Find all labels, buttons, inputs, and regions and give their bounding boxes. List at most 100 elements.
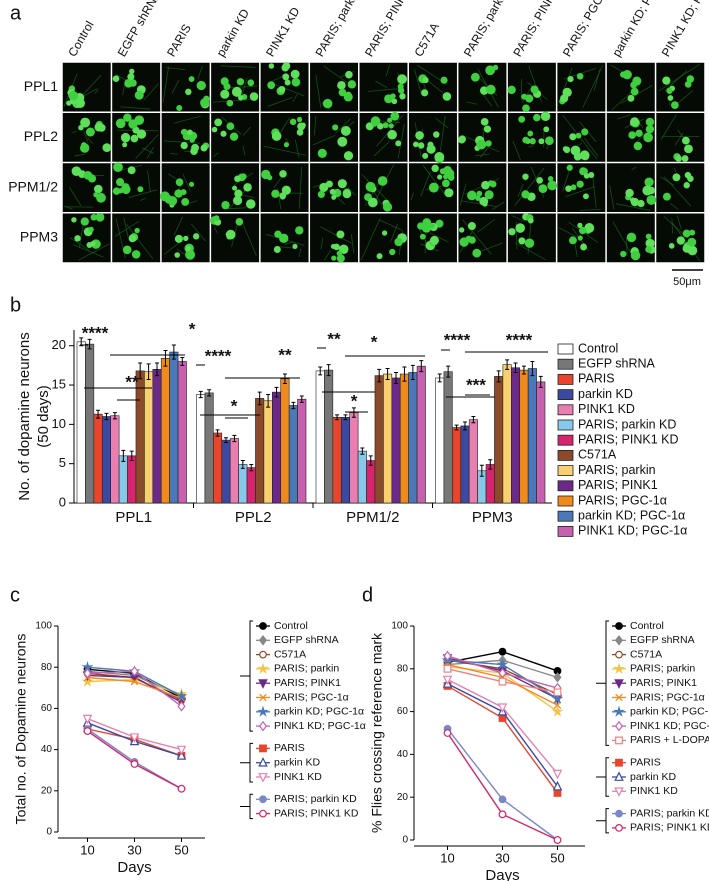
neuron [575, 132, 582, 139]
error-bar [385, 368, 390, 381]
significance: **** [506, 330, 533, 349]
fiber [284, 241, 294, 245]
neuron [347, 80, 357, 89]
bar [460, 425, 470, 504]
marker [496, 658, 509, 670]
error-bar [299, 395, 304, 403]
x-tick-label: 10 [80, 842, 94, 857]
error-bar [462, 421, 467, 431]
neuron [662, 192, 671, 201]
neuron [136, 129, 147, 139]
column-label: EGFP shRNA [115, 0, 164, 59]
neuron [245, 199, 256, 209]
x-tick-label: 50 [550, 850, 564, 865]
neuron [78, 125, 84, 131]
neuron [390, 111, 400, 121]
micrograph [112, 62, 161, 112]
error-bar [215, 429, 220, 437]
neuron [94, 122, 104, 132]
neuron [186, 129, 193, 136]
neuron [279, 170, 287, 178]
neuron [629, 197, 636, 203]
neuron [174, 234, 183, 243]
column-label: PARIS; parkin [461, 0, 510, 59]
bar [110, 415, 120, 504]
neuron [681, 155, 689, 162]
neuron [330, 243, 336, 250]
error-bar [96, 409, 101, 419]
legend-label: parkin KD [630, 771, 677, 783]
fiber [459, 183, 467, 206]
fiber [162, 66, 170, 103]
neuron [439, 168, 446, 175]
neuron [68, 90, 79, 101]
bar [374, 375, 384, 504]
neuron [382, 122, 389, 129]
fiber [74, 153, 85, 157]
fiber [511, 215, 526, 223]
neuron [339, 246, 345, 252]
legend-label: PINK1 KD [274, 771, 322, 783]
neuron [122, 245, 132, 255]
marker [129, 733, 140, 743]
y-tick-label: 20 [397, 792, 409, 803]
legend-label: PARIS [578, 372, 615, 386]
neuron [337, 179, 347, 189]
neuron [71, 217, 77, 223]
y-axis-label: % Flies crossing reference mark [369, 632, 385, 833]
error-bar [104, 412, 109, 421]
bar [246, 467, 256, 504]
legend-label: C571A [630, 648, 662, 660]
fiber [323, 65, 349, 84]
bar [160, 358, 170, 504]
neuron [627, 94, 635, 102]
error-bar [274, 386, 279, 398]
neuron [395, 140, 402, 147]
bar [177, 361, 187, 504]
marker [498, 667, 507, 679]
panel-label: d [362, 584, 373, 606]
panel-label: a [10, 2, 22, 24]
neuron [180, 189, 187, 196]
marker [83, 668, 92, 679]
neuron [377, 176, 388, 186]
bar [238, 464, 248, 504]
legend-label: PARIS; parkin KD [630, 807, 709, 819]
neuron [399, 93, 406, 100]
neuron [583, 173, 590, 179]
bar [502, 364, 512, 504]
neuron [332, 124, 339, 131]
legend-label: PARIS; parkin KD [578, 417, 676, 431]
neuron [336, 254, 345, 263]
error-bar [505, 359, 510, 370]
legend-label: PARIS [630, 756, 661, 768]
neuron [522, 173, 529, 180]
fiber [263, 145, 306, 156]
neuron [232, 185, 238, 191]
bar [416, 365, 426, 504]
legend-swatch [557, 434, 574, 446]
marker [614, 771, 624, 781]
neuron [226, 122, 235, 131]
fiber [220, 65, 256, 68]
neuron [538, 138, 545, 145]
bar [76, 341, 86, 504]
fiber [527, 219, 532, 255]
fiber [397, 123, 405, 159]
x-tick-label: PPM3 [472, 509, 513, 526]
bar [297, 398, 307, 504]
fiber [298, 166, 303, 209]
fiber [294, 139, 300, 159]
legend-swatch [557, 373, 574, 385]
fiber [224, 85, 258, 89]
neuron [220, 130, 227, 137]
fiber [69, 237, 90, 251]
neuron [672, 173, 681, 182]
y-tick-label: 0 [46, 827, 52, 838]
legend-label: parkin KD; PGC-1α [630, 706, 709, 718]
neuron [185, 245, 192, 252]
marker [443, 664, 452, 673]
marker [443, 729, 452, 737]
bar [519, 369, 529, 504]
fiber [466, 101, 477, 105]
